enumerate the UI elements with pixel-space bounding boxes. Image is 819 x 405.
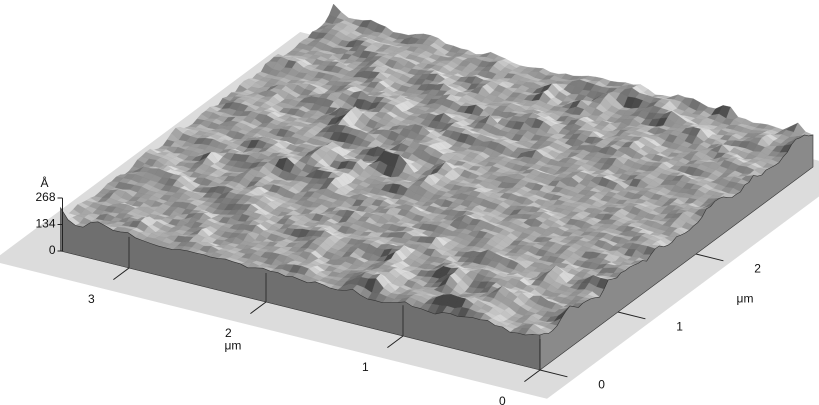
z-tick-label: 268 <box>35 190 55 204</box>
x-tick-label: 0 <box>499 394 506 405</box>
z-tick-label: 134 <box>35 217 55 231</box>
x-axis-label: μm <box>224 338 241 352</box>
y-tick-label: 1 <box>676 319 683 333</box>
y-axis-label: μm <box>737 292 754 306</box>
y-tick-label: 0 <box>598 377 605 391</box>
afm-surface-plot: 0123μm012μm0134268Å <box>0 0 819 405</box>
y-tick-label: 2 <box>754 261 761 275</box>
z-tick-label: 0 <box>49 243 56 257</box>
x-tick-label: 1 <box>362 360 369 374</box>
z-axis-label: Å <box>40 175 48 190</box>
x-tick-label: 3 <box>88 292 95 306</box>
